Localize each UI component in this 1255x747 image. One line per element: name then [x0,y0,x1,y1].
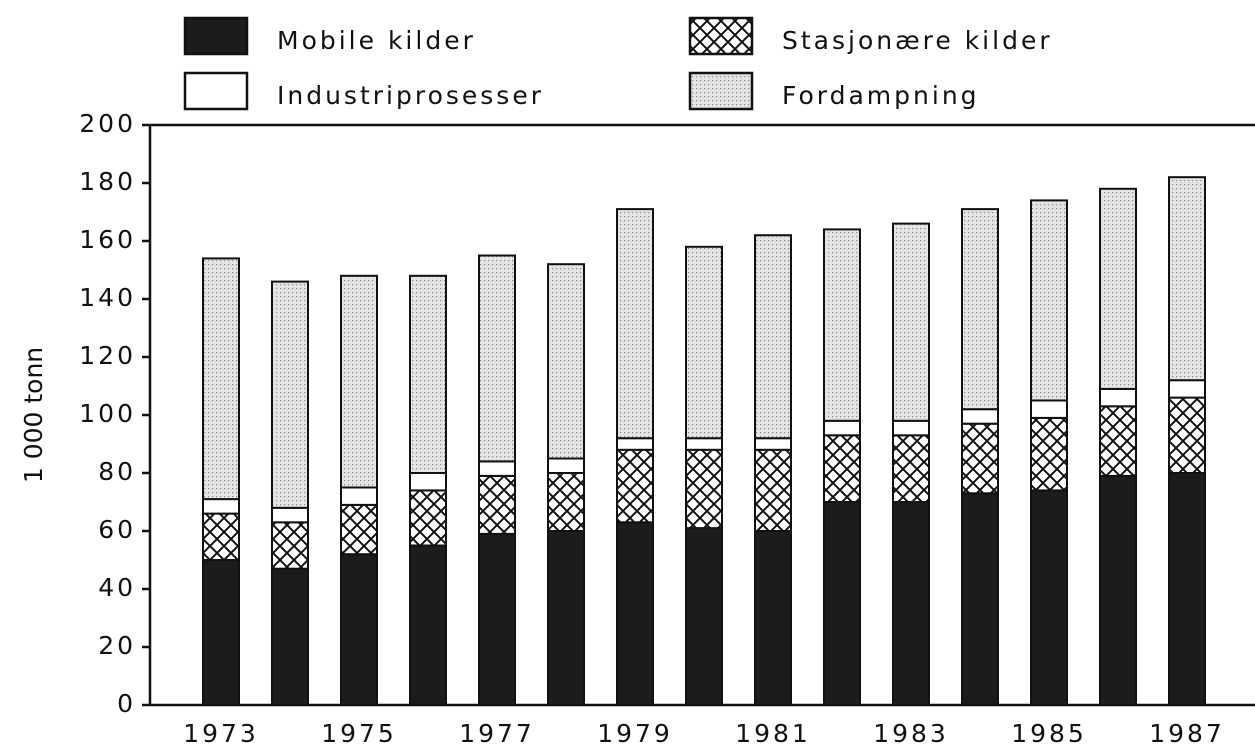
y-tick-label: 80 [98,457,136,486]
y-tick-label: 20 [98,631,136,660]
legend-label: Fordampning [782,81,980,110]
legend-swatch [688,16,754,56]
y-tick-label: 160 [79,225,136,254]
x-tick-label: 1977 [459,719,535,747]
bar-segment [409,274,447,474]
bar-segment [409,472,447,492]
bar-segment [892,419,930,437]
bar-segment [547,530,585,706]
legend-swatch [183,71,249,111]
bar-segment [409,544,447,706]
bar-segment [892,434,930,503]
bar-segment [685,245,723,440]
bar-segment [823,419,861,437]
bar-segment [1168,472,1206,706]
bar-segment [202,559,240,706]
legend-swatch [688,71,754,111]
bar-segment [547,457,585,474]
bar-segment [547,472,585,532]
bar-segment [478,474,516,535]
bar-segment [478,254,516,463]
bar-segment [271,521,309,570]
y-tick-label: 180 [79,167,136,196]
bar-segment [1030,416,1068,492]
y-tick-label: 100 [79,399,136,428]
bar-segment [1030,399,1068,419]
bar-segment [616,208,654,440]
bar-segment [1099,405,1137,477]
y-tick-label: 0 [117,689,136,718]
bar-segment [547,263,585,460]
bar-segment [202,498,240,515]
bar-segment [478,460,516,477]
bar-segment [754,437,792,451]
x-tick-label: 1979 [597,719,673,747]
bar-segment [961,422,999,495]
bar-segment [340,503,378,556]
bar-segment [961,408,999,425]
y-tick-label: 40 [98,573,136,602]
bar-segment [1099,187,1137,390]
y-tick-label: 200 [79,109,136,138]
bar-segment [340,553,378,707]
x-tick-label: 1985 [1011,719,1087,747]
bar-segment [754,234,792,440]
bar-segment [823,228,861,422]
bar-segment [1030,489,1068,706]
bar-segment [478,532,516,707]
bar-segment [1168,176,1206,382]
x-tick-label: 1981 [735,719,811,747]
x-tick-label: 1975 [321,719,397,747]
legend-label: Industriprosesser [277,81,544,110]
x-tick-label: 1983 [873,719,949,747]
bar-segment [1099,387,1137,408]
bar-segment [340,486,378,506]
bar-segment [823,434,861,503]
bar-segment [685,527,723,706]
bar-segment [202,257,240,501]
y-tick-label: 60 [98,515,136,544]
bar-segment [961,208,999,411]
legend-label: Mobile kilder [277,26,476,55]
bar-segment [892,501,930,706]
bar-segment [685,437,723,451]
bar-segment [754,448,792,532]
bar-segment [202,512,240,561]
x-tick-label: 1973 [183,719,259,747]
bar-segment [823,501,861,706]
bar-segment [1168,396,1206,475]
bar-segment [616,448,654,524]
bar-segment [271,280,309,509]
legend-swatch [183,16,249,56]
bar-segment [340,274,378,489]
x-tick-label: 1987 [1149,719,1225,747]
bar-segment [754,530,792,706]
y-axis-label: 1 000 tonn [19,347,48,483]
legend-label: Stasjonære kilder [782,26,1053,55]
bar-segment [961,492,999,706]
bar-segment [409,489,447,547]
bar-segment [616,521,654,706]
bar-segment [616,437,654,451]
y-tick-label: 140 [79,283,136,312]
bar-segment [271,506,309,524]
bar-segment [1168,379,1206,399]
bar-segment [1099,474,1137,706]
bar-segment [892,222,930,422]
bar-segment [685,448,723,530]
bar-segment [1030,199,1068,402]
y-tick-label: 120 [79,341,136,370]
bar-segment [271,567,309,707]
